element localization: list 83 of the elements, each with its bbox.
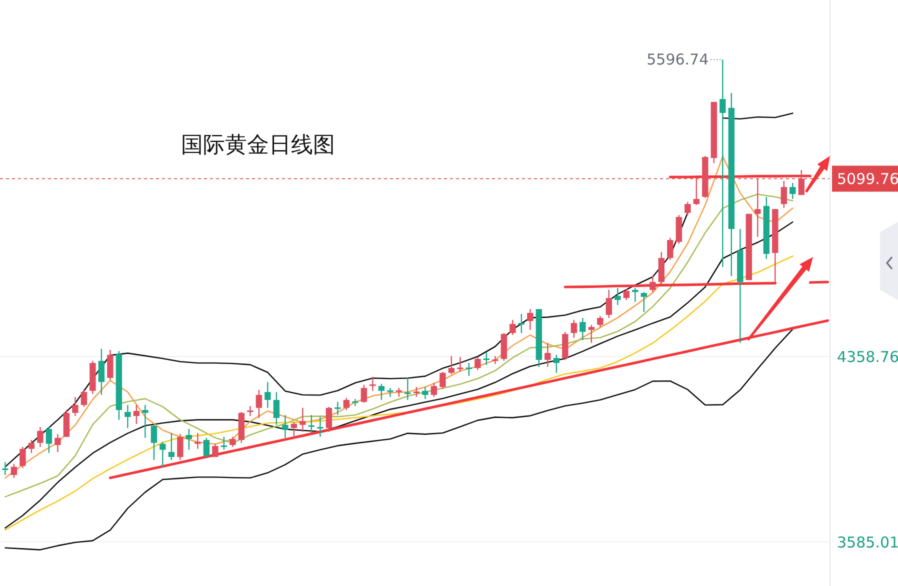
candlestick bbox=[422, 386, 428, 400]
candlestick bbox=[317, 416, 324, 438]
candlestick bbox=[650, 275, 656, 293]
candlestick bbox=[474, 356, 481, 371]
candlestick bbox=[640, 291, 648, 313]
candlestick bbox=[580, 317, 586, 341]
candlestick bbox=[150, 424, 158, 460]
candlestick bbox=[326, 406, 332, 432]
candlestick bbox=[466, 362, 472, 377]
candlestick bbox=[20, 446, 26, 469]
candlestick bbox=[194, 432, 201, 450]
candlestick bbox=[308, 414, 315, 434]
candlestick bbox=[483, 351, 490, 366]
candlestick bbox=[780, 180, 787, 208]
candlestick bbox=[413, 386, 420, 398]
candlestick bbox=[212, 443, 218, 458]
candlestick bbox=[98, 348, 105, 396]
candlestick bbox=[614, 287, 621, 306]
candlestick bbox=[570, 319, 578, 338]
candlestick bbox=[430, 382, 438, 398]
candlestick bbox=[352, 398, 358, 407]
y-tick-label: 3585.01 bbox=[837, 533, 898, 552]
candlestick bbox=[124, 404, 131, 429]
candlestick bbox=[247, 405, 254, 417]
candlestick bbox=[273, 391, 280, 426]
candlestick bbox=[168, 432, 175, 460]
candlestick bbox=[142, 404, 148, 438]
candlestick bbox=[623, 288, 630, 301]
candlestick bbox=[2, 461, 8, 476]
candlestick bbox=[160, 441, 166, 468]
candlestick bbox=[448, 355, 455, 375]
candlestick bbox=[63, 409, 70, 438]
candlestick bbox=[300, 407, 306, 432]
candlestick bbox=[334, 401, 341, 416]
text: 国际黄金日线图 bbox=[181, 133, 335, 158]
candlestick bbox=[370, 376, 376, 392]
candlestick bbox=[790, 182, 796, 200]
candlestick bbox=[37, 426, 44, 448]
candlestick bbox=[220, 436, 228, 450]
candlestick bbox=[387, 387, 394, 398]
candlestick bbox=[256, 389, 262, 419]
candlestick bbox=[46, 426, 52, 454]
candlestick bbox=[693, 177, 700, 206]
candlestick bbox=[230, 436, 236, 448]
candlestick bbox=[404, 377, 411, 401]
candlestick bbox=[562, 331, 568, 360]
candlestick bbox=[754, 178, 761, 238]
candlestick bbox=[518, 313, 525, 334]
candlestick bbox=[606, 289, 612, 319]
candlestick bbox=[544, 342, 551, 368]
candlestick bbox=[658, 251, 665, 286]
y-tick-label: 4358.76 bbox=[837, 348, 898, 366]
candlestick bbox=[440, 371, 446, 390]
candlestick bbox=[177, 433, 184, 460]
candlestick bbox=[510, 319, 516, 336]
candlestick bbox=[588, 324, 595, 344]
candlestick bbox=[107, 349, 114, 381]
candlestick bbox=[527, 308, 534, 331]
candlestick bbox=[597, 315, 604, 328]
candlestick bbox=[28, 439, 35, 454]
candlestick bbox=[203, 437, 210, 458]
candlestick bbox=[798, 169, 804, 196]
candlestick bbox=[492, 355, 498, 365]
candlestick bbox=[264, 381, 271, 408]
annotation: 5596.74 bbox=[646, 50, 709, 69]
candlestick bbox=[684, 201, 691, 216]
candlestick bbox=[632, 287, 638, 302]
candlestick bbox=[10, 463, 18, 478]
candlestick bbox=[667, 237, 674, 261]
candlestick bbox=[457, 356, 464, 372]
candlestick bbox=[290, 421, 298, 438]
candlestick bbox=[54, 433, 61, 453]
candlestick bbox=[72, 396, 78, 417]
candlestick bbox=[720, 58, 726, 268]
candlestick bbox=[343, 397, 350, 411]
candlestick bbox=[282, 414, 288, 438]
candlestick bbox=[186, 428, 192, 450]
candlestick bbox=[80, 388, 88, 408]
candlestick bbox=[553, 354, 560, 374]
candlestick bbox=[378, 383, 385, 401]
ref-line-label: 5099.76 bbox=[837, 170, 898, 188]
candlestick bbox=[133, 404, 140, 425]
candlestick bbox=[360, 384, 368, 404]
